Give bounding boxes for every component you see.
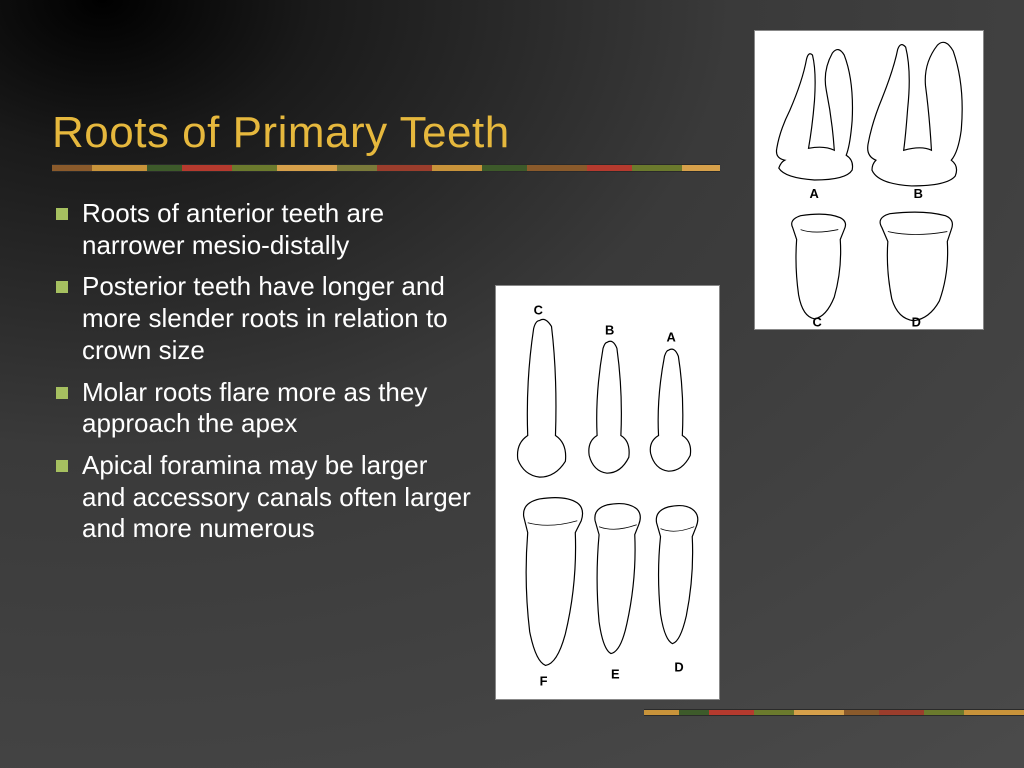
- bullet-item: Roots of anterior teeth are narrower mes…: [52, 198, 472, 261]
- bullet-item: Apical foramina may be larger and access…: [52, 450, 472, 545]
- figure-label: D: [912, 315, 921, 329]
- bullet-list: Roots of anterior teeth are narrower mes…: [52, 198, 472, 555]
- accent-rule-bottom: [644, 709, 1024, 716]
- figure-molar-teeth: A B C D: [754, 30, 984, 330]
- bullet-item: Posterior teeth have longer and more sle…: [52, 271, 472, 366]
- figure-label: A: [666, 329, 675, 344]
- bullet-item: Molar roots flare more as they approach …: [52, 377, 472, 440]
- figure-label: B: [914, 186, 923, 201]
- accent-rule-top: [52, 164, 720, 172]
- figure-label: F: [540, 673, 548, 688]
- figure-anterior-teeth: C B A F E D: [495, 285, 720, 700]
- figure-label: D: [674, 659, 683, 674]
- figure-label: E: [611, 666, 620, 681]
- figure-label: C: [812, 315, 821, 329]
- figure-label: B: [605, 322, 614, 337]
- figure-label: A: [810, 186, 819, 201]
- figure-label: C: [534, 303, 543, 318]
